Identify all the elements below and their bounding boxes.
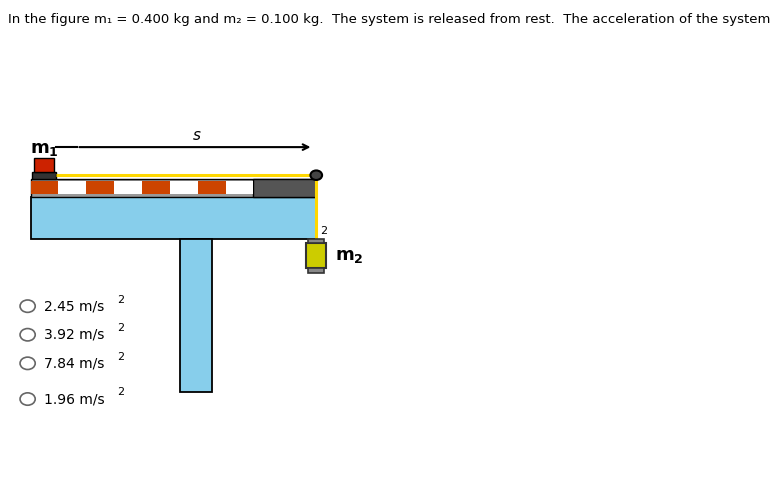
Bar [170,181,198,194]
Text: 3.92 m/s: 3.92 m/s [44,328,104,342]
Text: 1.96 m/s: 1.96 m/s [44,392,104,406]
Bar [32,172,56,179]
Text: 2: 2 [117,388,124,398]
Bar [31,179,317,197]
Circle shape [310,171,322,180]
Bar [180,240,212,392]
Text: 2: 2 [320,226,327,236]
Bar [308,268,324,273]
Bar [253,179,317,197]
Text: $s$: $s$ [191,128,201,143]
Bar [31,197,317,240]
Circle shape [20,393,36,405]
Bar [114,181,142,194]
Bar [225,181,253,194]
Text: 2: 2 [117,295,124,305]
Text: $\mathbf{m_2}$: $\mathbf{m_2}$ [335,247,364,265]
Bar [308,239,324,243]
Circle shape [20,357,36,369]
Text: 7.84 m/s: 7.84 m/s [44,356,104,370]
Text: 2: 2 [117,352,124,362]
Bar [306,243,327,268]
Bar [198,181,225,194]
Text: In the figure m₁ = 0.400 kg and m₂ = 0.100 kg.  The system is released from rest: In the figure m₁ = 0.400 kg and m₂ = 0.1… [8,13,772,26]
Text: 2: 2 [117,323,124,333]
Circle shape [20,329,36,341]
Bar [34,158,54,172]
Bar [59,181,86,194]
Bar [142,181,170,194]
Bar [86,181,114,194]
Text: $\mathbf{m_1}$: $\mathbf{m_1}$ [29,139,59,158]
Bar [31,181,59,194]
Text: 2.45 m/s: 2.45 m/s [44,299,104,313]
Circle shape [20,300,36,312]
